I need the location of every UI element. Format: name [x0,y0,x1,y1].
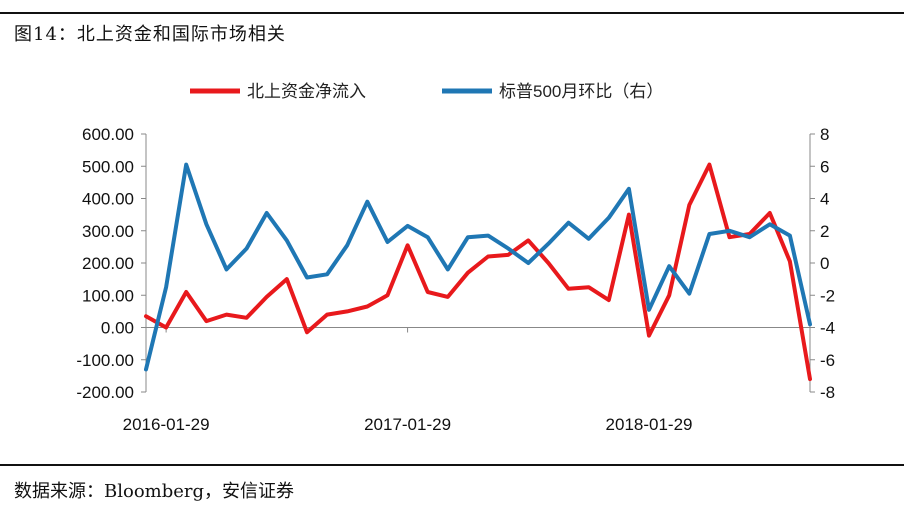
legend-label-sp500: 标普500月环比（右） [499,82,663,101]
axes: 600.00 500.00 400.00 300.00 200.00 100.00 0.00… [76,125,835,434]
left-tick-label: 500.00 [82,157,134,176]
right-tick-label: 0 [820,254,829,273]
figure-title: 图14：北上资金和国际市场相关 [14,24,286,45]
right-tick-label: -4 [820,319,835,338]
top-rule [0,12,904,14]
x-tick-label: 2017-01-29 [364,415,451,434]
series-line-northbound [144,162,812,382]
left-tick-label: 0.00 [101,319,134,338]
left-tick-label: -200.00 [76,383,134,402]
left-tick-label: 200.00 [82,254,134,273]
right-tick-label: -6 [820,351,835,370]
series-line-sp500 [144,162,812,372]
source-note: 数据来源：Bloomberg，安信证券 [14,481,295,502]
legend-label-northbound: 北上资金净流入 [247,82,366,101]
left-tick-label: 100.00 [82,286,134,305]
left-tick-label: -100.00 [76,351,134,370]
x-tick-label: 2016-01-29 [123,415,210,434]
left-tick-label: 400.00 [82,190,134,209]
left-tick-label: 600.00 [82,125,134,144]
left-tick-label: 300.00 [82,222,134,241]
right-tick-label: 6 [820,157,829,176]
right-tick-label: 8 [820,125,829,144]
x-tick-label: 2018-01-29 [606,415,693,434]
legend: 北上资金净流入 标普500月环比（右） [190,82,663,101]
right-tick-label: 4 [820,190,829,209]
bottom-rule [0,464,904,466]
right-tick-label: -2 [820,286,835,305]
series-lines [144,162,812,382]
right-tick-label: -8 [820,383,835,402]
right-tick-label: 2 [820,222,829,241]
